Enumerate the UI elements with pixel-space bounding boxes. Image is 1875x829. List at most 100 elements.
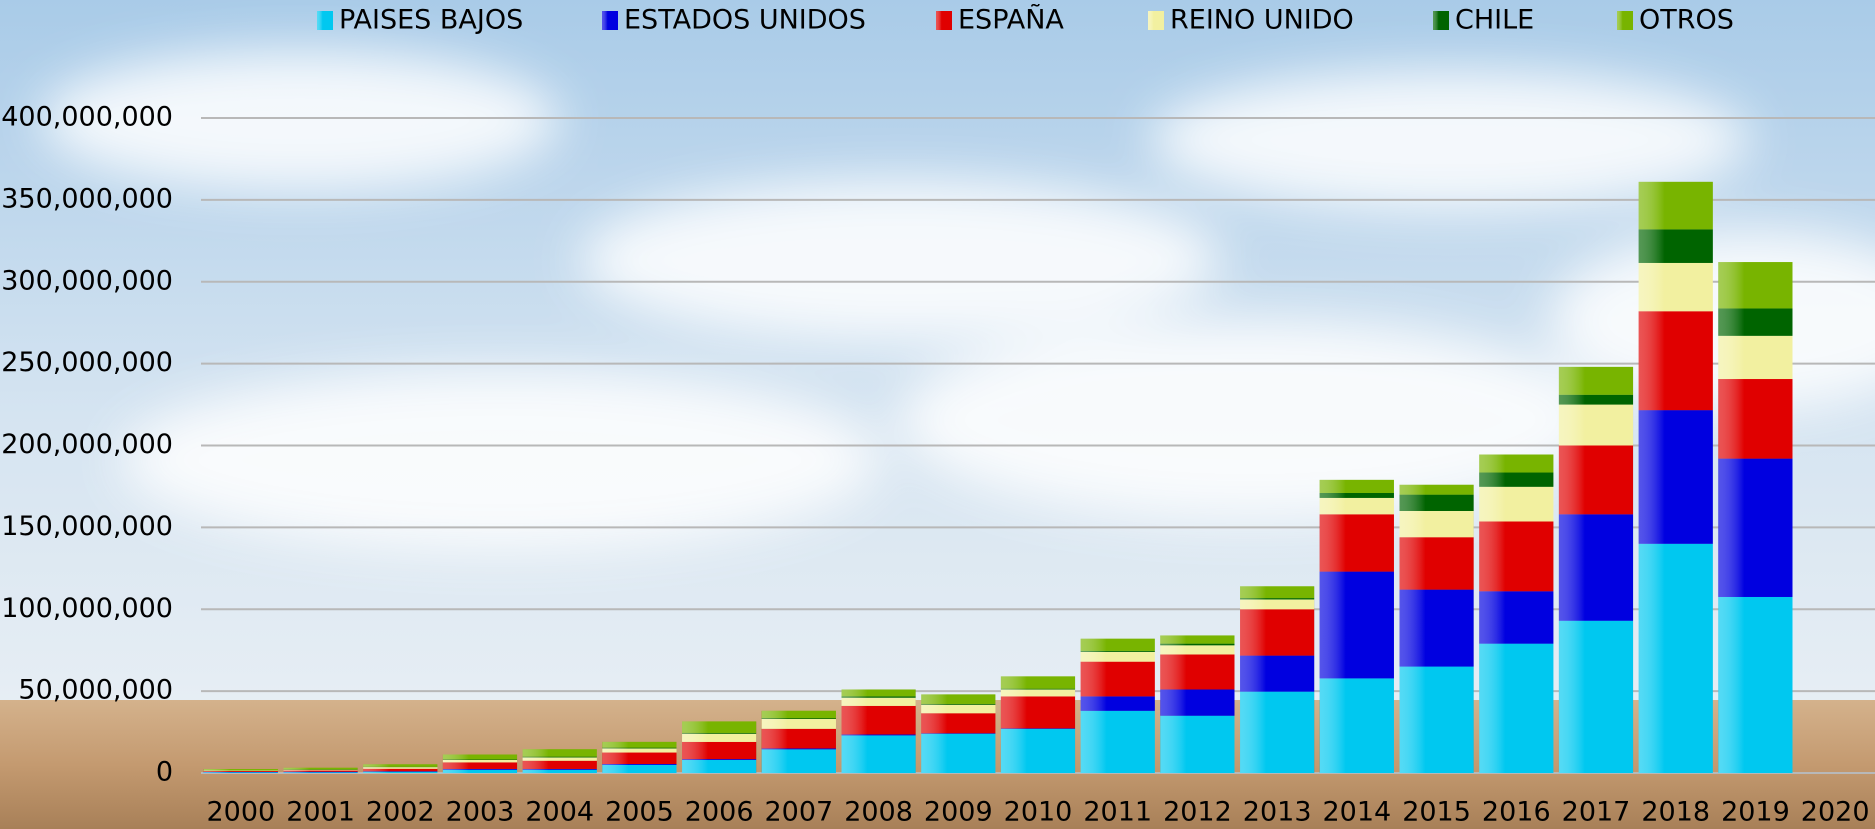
bar-shine xyxy=(921,704,996,714)
x-tick-label: 2015 xyxy=(1402,797,1471,828)
bar-shine xyxy=(682,733,757,742)
bar-shine xyxy=(1080,696,1155,711)
bar-shine xyxy=(1558,366,1634,395)
bar-shine xyxy=(921,703,996,705)
legend-label: REINO UNIDO xyxy=(1170,5,1354,36)
bar-shine xyxy=(1319,479,1394,493)
bar-shine xyxy=(1240,655,1315,692)
bar-shine xyxy=(841,735,916,773)
y-tick-label: 250,000,000 xyxy=(1,347,173,378)
y-tick-label: 150,000,000 xyxy=(1,511,173,542)
bar-shine xyxy=(363,768,438,772)
y-tick-label: 350,000,000 xyxy=(1,183,173,214)
bar-shine xyxy=(1558,514,1634,621)
bar-shine xyxy=(1160,645,1235,655)
bar-shine xyxy=(682,721,757,733)
legend-swatch-shine xyxy=(317,11,333,30)
bar-shine xyxy=(921,713,996,734)
x-tick-label: 2013 xyxy=(1243,797,1312,828)
bar-shine xyxy=(283,769,358,771)
bar-shine xyxy=(1638,311,1713,411)
bar-shine xyxy=(841,705,916,735)
bar-shine xyxy=(522,769,597,773)
x-tick-label: 2007 xyxy=(764,797,833,828)
bar-shine xyxy=(1558,620,1634,773)
bar-shine xyxy=(1638,543,1713,773)
bar-shine xyxy=(1160,689,1235,716)
x-tick-label: 2017 xyxy=(1562,797,1631,828)
bar-shine xyxy=(602,763,677,765)
x-tick-label: 2012 xyxy=(1163,797,1232,828)
bar-shine xyxy=(602,741,677,748)
bar-shine xyxy=(442,768,518,770)
bar-shine xyxy=(841,689,916,697)
x-tick-label: 2009 xyxy=(924,797,993,828)
bar-shine xyxy=(1240,691,1315,773)
legend-swatch-shine xyxy=(1433,11,1449,30)
bar-shine xyxy=(442,762,518,769)
bar-shine xyxy=(1718,262,1793,309)
bar-shine xyxy=(283,770,358,772)
legend-swatch-shine xyxy=(936,11,952,30)
bar-shine xyxy=(1080,638,1155,651)
bar-shine xyxy=(1240,599,1315,610)
bar-shine xyxy=(1479,591,1554,644)
bar-shine xyxy=(203,771,278,772)
bar-shine xyxy=(1399,494,1474,511)
legend-label: CHILE xyxy=(1455,5,1534,36)
x-tick-label: 2016 xyxy=(1482,797,1551,828)
legend-swatch-shine xyxy=(1148,11,1164,30)
x-tick-label: 2000 xyxy=(206,797,275,828)
bar-shine xyxy=(1638,262,1713,312)
x-tick-label: 2001 xyxy=(286,797,355,828)
bar-shine xyxy=(1000,728,1076,773)
y-tick-label: 200,000,000 xyxy=(1,429,173,460)
x-tick-label: 2005 xyxy=(605,797,674,828)
bar-shine xyxy=(841,697,916,706)
bar-shine xyxy=(283,767,358,770)
bar-shine xyxy=(1558,394,1634,405)
bar-shine xyxy=(1000,696,1076,729)
x-tick-label: 2014 xyxy=(1322,797,1391,828)
bar-shine xyxy=(602,748,677,753)
bar-shine xyxy=(1319,678,1394,773)
bar-shine xyxy=(921,694,996,704)
bar-shine xyxy=(602,747,677,749)
bar-shine xyxy=(1160,643,1235,646)
bar-shine xyxy=(761,710,836,719)
bar-shine xyxy=(682,741,757,760)
bar-shine xyxy=(203,772,278,773)
bar-shine xyxy=(682,759,757,773)
x-tick-label: 2006 xyxy=(685,797,754,828)
bar-shine xyxy=(1479,643,1554,773)
bar-shine xyxy=(1240,586,1315,599)
bar-shine xyxy=(1399,666,1474,773)
labels: 0 50,000,000 100,000,000 150,000,000 200,000… xyxy=(1,102,1869,828)
bar-shine xyxy=(1080,650,1155,652)
bar-shine xyxy=(1319,492,1394,498)
x-tick-label: 2019 xyxy=(1721,797,1790,828)
bar-shine xyxy=(522,756,597,758)
bar-shine xyxy=(1718,308,1793,336)
bar-shine xyxy=(283,772,358,773)
bar-shine xyxy=(1319,571,1394,679)
bar-shine xyxy=(761,748,836,750)
bar-shine xyxy=(1718,458,1793,597)
legend-swatch-shine xyxy=(602,11,618,30)
y-tick-label: 100,000,000 xyxy=(1,593,173,624)
bar-shine xyxy=(363,764,438,767)
x-tick-label: 2003 xyxy=(446,797,515,828)
bar-shine xyxy=(203,769,278,771)
x-tick-label: 2020 xyxy=(1801,797,1870,828)
bar-shine xyxy=(363,767,438,769)
y-tick-label: 0 xyxy=(156,757,173,788)
legend-swatch-shine xyxy=(1617,11,1633,30)
bar-shine xyxy=(1000,676,1076,689)
legend: PAISES BAJOS ESTADOS UNIDOS ESPAÑA REINO UN… xyxy=(317,4,1734,36)
legend-label: ESTADOS UNIDOS xyxy=(624,5,866,36)
y-tick-label: 300,000,000 xyxy=(1,265,173,296)
bar-shine xyxy=(1638,410,1713,544)
bar-shine xyxy=(1479,521,1554,592)
